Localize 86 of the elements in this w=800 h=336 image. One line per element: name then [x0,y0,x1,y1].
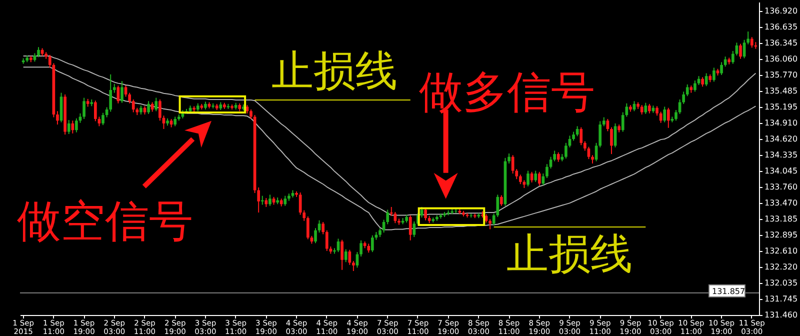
candlestick [534,170,538,182]
candlestick [174,116,177,127]
series-label: 止损线 [506,229,633,278]
candlestick [648,103,651,114]
candlestick [610,126,613,155]
y-tick-label: 136.345 [764,38,798,48]
candlestick [120,80,124,104]
candlestick [360,240,362,258]
series-label: 止损线 [271,46,398,96]
candlestick [674,110,678,122]
candlestick [549,156,552,170]
candlestick [325,230,328,252]
candlestick [694,80,696,92]
y-tick-label: 136.635 [764,22,798,32]
candlestick [408,214,412,241]
y-tick-label: 134.045 [764,166,798,176]
y-tick-label: 133.470 [764,198,798,208]
candlestick [132,98,135,113]
y-tick-label: 132.895 [764,230,798,240]
candlestick [147,100,150,114]
candlestick [82,97,86,120]
ref-line-label: 131.857 [712,286,746,296]
candlestick [712,67,716,82]
candlestick [526,170,530,187]
candlestick [102,112,104,126]
y-tick-label: 135.485 [764,86,798,96]
candlestick [556,152,560,162]
candlestick [150,102,154,112]
candlestick [250,108,252,120]
candlestick [739,43,742,60]
candlestick [352,260,355,272]
candlestick [322,221,325,235]
candlestick [686,84,689,97]
y-tick-label: 132.320 [764,262,798,272]
candlestick [518,174,522,185]
candlestick [94,100,97,122]
candlestick [412,220,416,238]
candlestick [666,107,670,128]
candlestick [663,106,666,123]
candlestick [576,126,579,137]
y-tick-label: 134.910 [764,118,798,128]
candlestick [546,164,548,178]
y-tick-label: 133.760 [764,182,798,192]
candlestick [701,76,704,88]
candlestick [644,102,648,114]
candlestick [704,72,708,87]
y-tick-label: 133.185 [764,214,798,224]
candlestick [318,220,321,234]
candlestick [284,195,287,206]
candlestick [394,211,397,224]
candlestick [420,206,424,218]
annotation: 做多信号 [419,66,596,118]
y-tick-label: 132.610 [764,246,798,256]
candlestick [750,36,754,48]
y-tick-label: 136.920 [764,6,798,16]
candlestick [640,104,644,115]
candlestick [268,194,272,206]
candlestick [56,110,59,126]
y-tick-label: 134.620 [764,134,798,144]
y-tick-label: 134.335 [764,150,798,160]
candlestick [656,106,658,116]
y-tick-label: 132.035 [764,278,798,288]
candlestick [71,120,74,134]
candlestick [508,152,510,164]
candlestick [344,248,348,263]
candlestick [37,46,40,58]
y-tick-label: 135.770 [764,70,798,80]
candlestick [124,85,128,98]
candlestick [154,97,158,112]
annotation: 做空信号 [17,196,194,248]
candlestick [500,194,503,206]
y-tick-label: 131.460 [764,310,798,320]
y-tick-label: 131.745 [764,294,798,304]
y-tick-label: 136.060 [764,54,798,64]
y-tick-label: 135.195 [764,102,798,112]
candlestick [340,239,344,270]
candlestick [314,228,317,244]
candlestick [67,120,70,134]
candlestick [371,234,374,253]
candlestick [538,171,541,186]
candlestick [580,126,583,146]
candlestick [348,249,352,266]
candlestick [306,216,310,240]
candlestick [678,98,682,114]
candlestick [720,62,723,76]
candlestick [75,118,78,133]
